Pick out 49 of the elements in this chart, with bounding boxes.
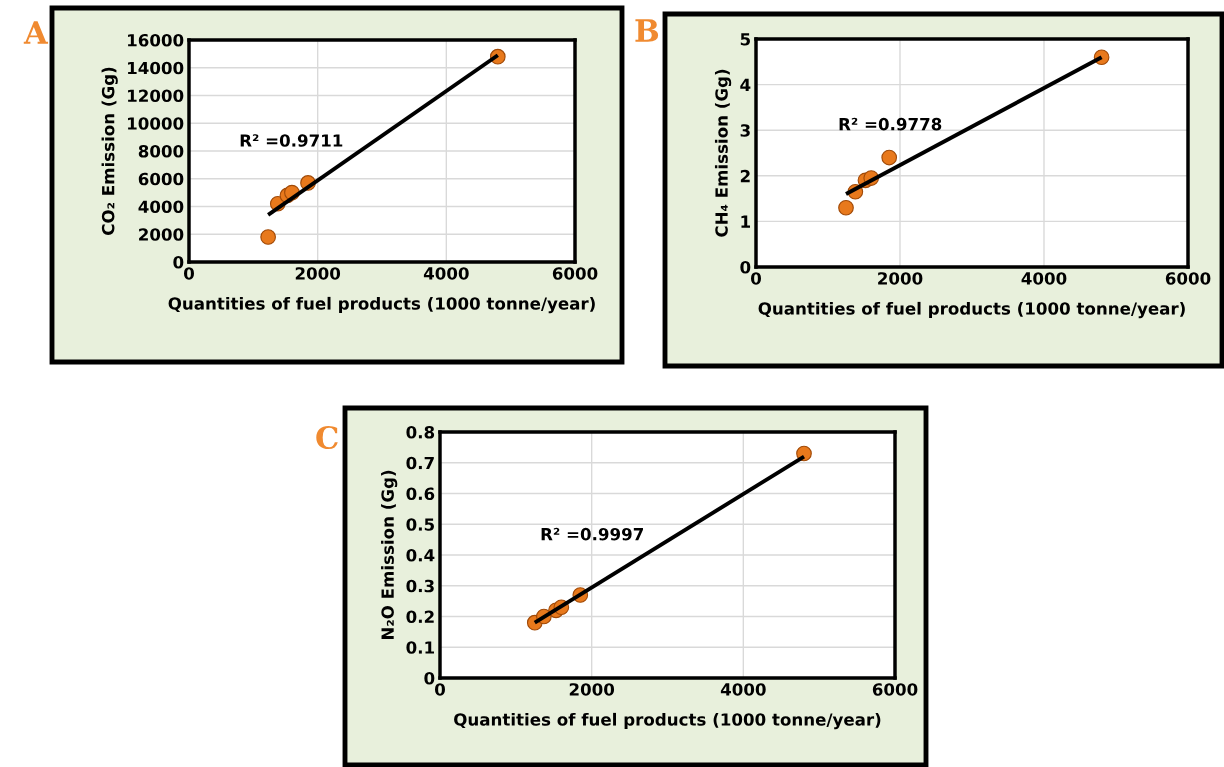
y-tick-label: 0.1 — [406, 641, 434, 654]
y-tick-label: 4 — [740, 78, 751, 91]
y-tick-label: 16000 — [128, 33, 184, 47]
y-tick-label: 10000 — [128, 117, 184, 130]
annotation: R² =0.9997 — [541, 527, 643, 541]
x-tick-label: 4000 — [1021, 272, 1067, 285]
x-tick-label: 6000 — [552, 267, 598, 280]
annotation: R² =0.9778 — [839, 117, 942, 131]
text: A — [23, 21, 49, 44]
y-tick-label: 1 — [741, 215, 750, 228]
x-tick-label: 0 — [435, 683, 445, 696]
x-axis-title: Quantities of fuel products (1000 tonne/year) — [168, 296, 595, 314]
point — [838, 199, 854, 216]
x-axis-title: Quantities of fuel products (1000 tonne/year) — [758, 301, 1185, 319]
y-tick-label: 0.4 — [406, 548, 435, 562]
x-tick-label: 2000 — [878, 272, 923, 285]
y-tick-label: 6000 — [138, 172, 184, 186]
x-tick-label: 6000 — [1165, 272, 1211, 285]
y-tick-label: 0.7 — [406, 456, 434, 470]
x-tick-label: 4000 — [423, 267, 469, 280]
y-tick-label: 4000 — [138, 200, 184, 214]
y-tick-label: 3 — [740, 124, 750, 137]
x-axis-title: Quantities of fuel products (1000 tonne/year) — [454, 712, 881, 730]
y-tick-label: 0.5 — [406, 518, 434, 531]
point — [260, 229, 276, 245]
y-tick-label: 0 — [424, 671, 435, 685]
point — [881, 149, 898, 166]
x-tick-label: 2000 — [295, 267, 341, 280]
y-tick-label: 2000 — [139, 228, 184, 241]
y-tick-label: 0.6 — [406, 487, 435, 501]
x-tick-label: 0 — [751, 272, 761, 285]
y-tick-label: 0.8 — [406, 425, 435, 439]
x-tick-label: 6000 — [872, 683, 918, 696]
y-axis-title: N₂O Emission (Gg) — [381, 470, 398, 640]
y-tick-label: 2 — [740, 169, 750, 183]
y-tick-label: 8000 — [138, 144, 184, 158]
y-axis-title: CH₄ Emission (Gg) — [714, 69, 732, 237]
y-tick-label: 14000 — [128, 61, 184, 75]
y-axis-title: CO₂ Emission (Gg) — [101, 67, 118, 235]
y-tick-label: 12000 — [128, 89, 184, 103]
y-tick-label: 0.3 — [406, 579, 434, 593]
y-tick-label: 0 — [173, 255, 184, 269]
text: B — [635, 19, 659, 42]
y-tick-label: 5 — [740, 33, 750, 46]
annotation: R² =0.9711 — [240, 134, 343, 147]
x-tick-label: 0 — [184, 267, 194, 280]
text: C — [316, 425, 338, 450]
x-tick-label: 2000 — [569, 683, 615, 696]
y-tick-label: 0.2 — [406, 610, 434, 624]
